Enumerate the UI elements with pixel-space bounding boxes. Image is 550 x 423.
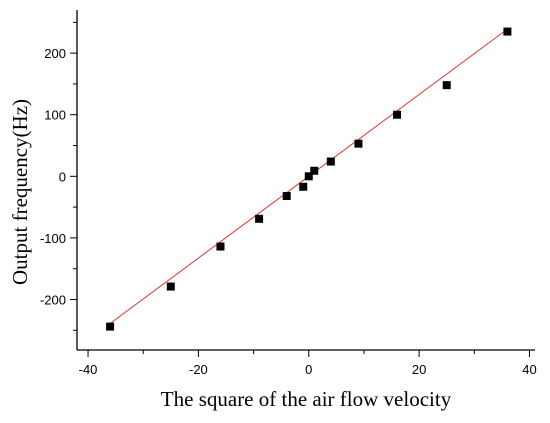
data-point [282, 192, 291, 201]
x-tick-label: 0 [305, 362, 312, 377]
data-point [354, 139, 363, 148]
data-point [393, 110, 402, 119]
x-axis-title: The square of the air flow velocity [161, 387, 452, 411]
y-tick-label: 200 [44, 46, 66, 61]
data-point [166, 282, 175, 291]
y-tick-label: 100 [44, 108, 66, 123]
x-tick-label: -20 [189, 362, 208, 377]
data-point [304, 172, 313, 181]
data-point [310, 166, 319, 175]
data-point [326, 157, 335, 166]
y-axis-ticks: -200 -100 0 100 200 [40, 21, 77, 331]
x-tick-label: 40 [522, 362, 536, 377]
data-point [503, 27, 512, 36]
data-point [255, 214, 264, 223]
data-point [216, 242, 225, 251]
data-point [106, 322, 115, 331]
plot-area [76, 10, 535, 351]
x-axis-ticks: -40 -20 0 20 40 [79, 350, 537, 377]
y-axis-title: Output frequency(Hz) [8, 99, 32, 285]
y-tick-label: -100 [40, 231, 66, 246]
data-point [442, 81, 451, 90]
y-tick-label: -200 [40, 292, 66, 307]
x-tick-label: -40 [79, 362, 98, 377]
data-point [299, 182, 308, 191]
y-tick-label: 0 [59, 169, 66, 184]
x-tick-label: 20 [412, 362, 426, 377]
